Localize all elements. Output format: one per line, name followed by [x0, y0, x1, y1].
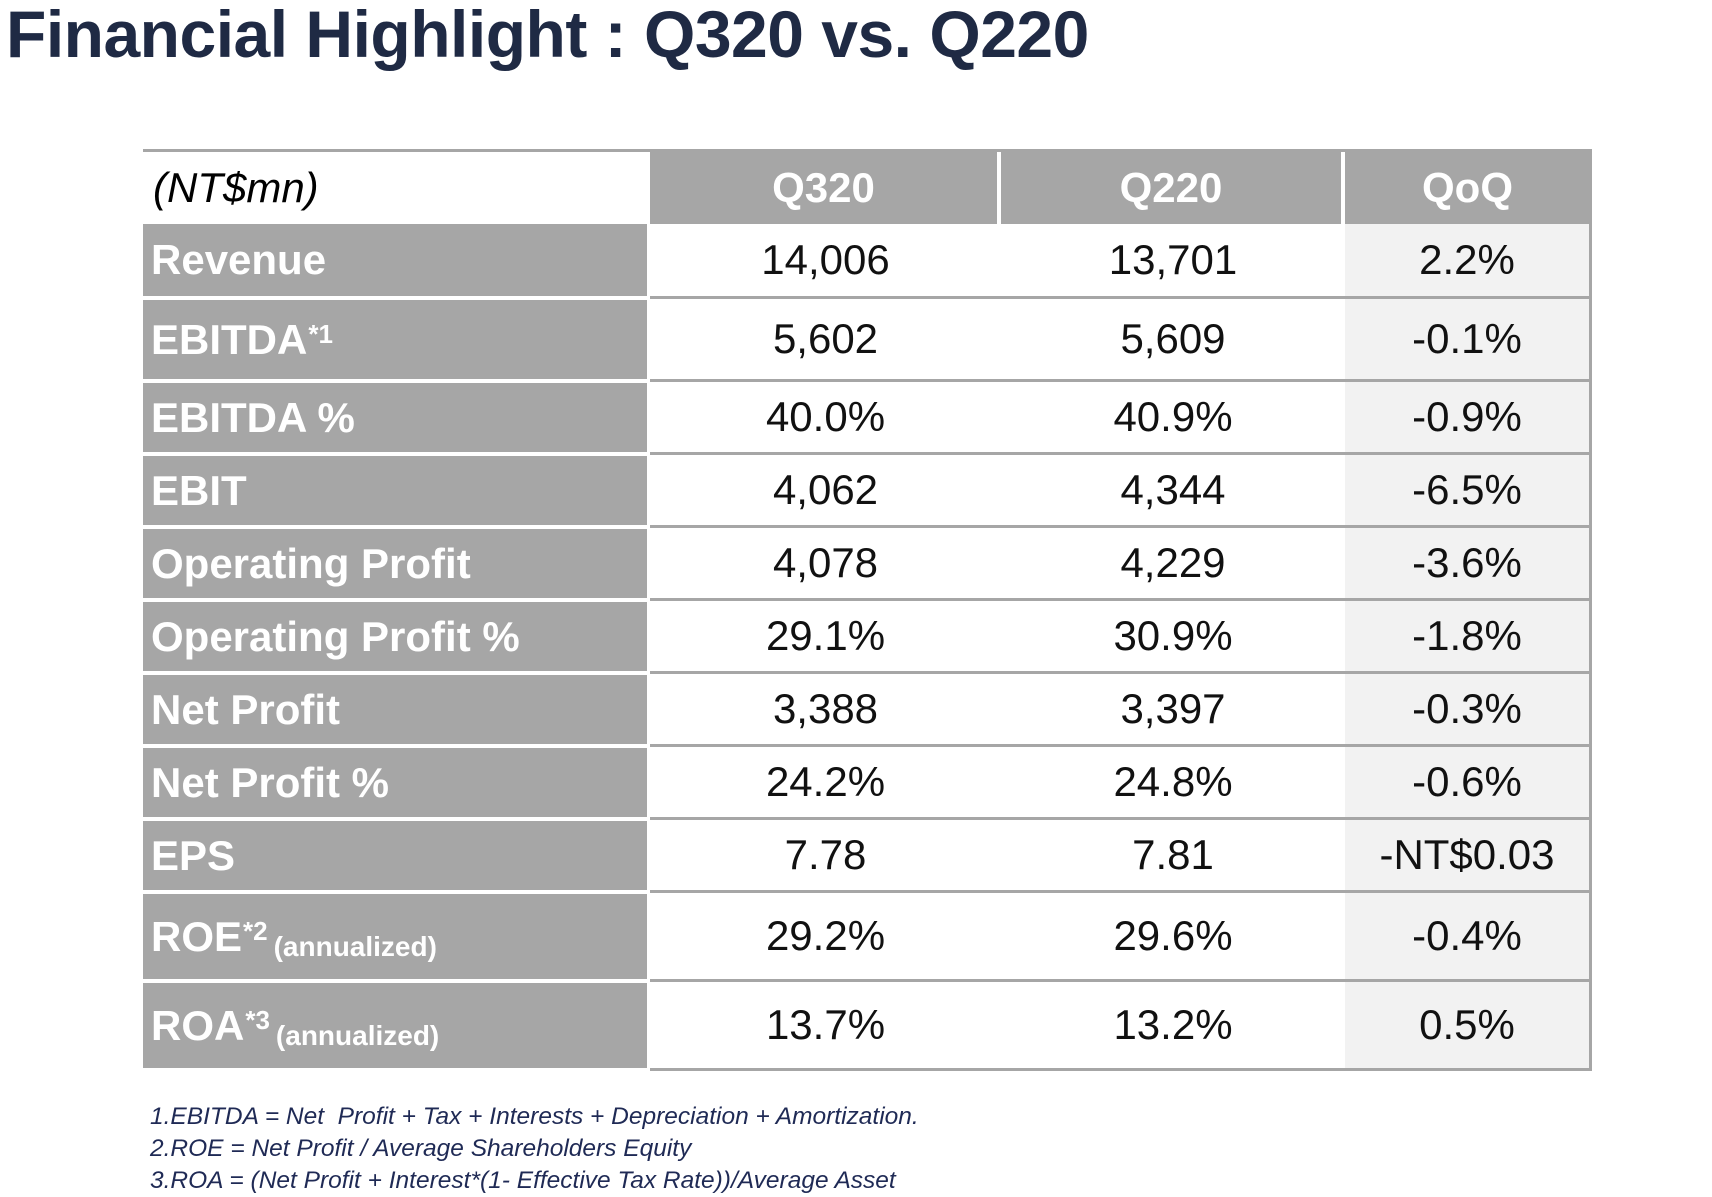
cell-qoq: -1.8% — [1345, 598, 1592, 671]
row-annotation: (annualized) — [275, 1019, 440, 1051]
table-bottom-rule — [650, 1068, 1592, 1071]
row-label: ROE *2 (annualized) — [143, 894, 647, 979]
row-label-text: EBITDA — [151, 315, 308, 363]
cell-q220: 4,344 — [1001, 452, 1345, 525]
cell-q320: 29.2% — [650, 890, 1001, 979]
table-row: ROE *2 (annualized) 29.2% 29.6% -0.4% — [143, 890, 1592, 979]
cell-q320: 14,006 — [650, 224, 1001, 296]
footnote-marker: *3 — [245, 1004, 270, 1035]
row-label-text: ROE — [151, 912, 243, 960]
cell-q320: 24.2% — [650, 744, 1001, 817]
cell-q220: 5,609 — [1001, 296, 1345, 379]
column-header-q320: Q320 — [650, 152, 1001, 224]
row-label-text: Revenue — [151, 236, 327, 283]
table-row: Operating Profit 4,078 4,229 -3.6% — [143, 525, 1592, 598]
row-label-text: EBIT — [151, 466, 247, 514]
cell-q220: 7.81 — [1001, 817, 1345, 890]
unit-label: (NT$mn) — [143, 152, 647, 224]
table-row: EBITDA *1 5,602 5,609 -0.1% — [143, 296, 1592, 379]
footnotes: 1.EBITDA = Net Profit + Tax + Interests … — [150, 1101, 919, 1197]
column-header-q220: Q220 — [1001, 152, 1345, 224]
cell-qoq: -0.9% — [1345, 379, 1592, 452]
row-label-text: Operating Profit % — [151, 612, 520, 660]
cell-q320: 5,602 — [650, 296, 1001, 379]
cell-qoq: -NT$0.03 — [1345, 817, 1592, 890]
cell-q220: 3,397 — [1001, 671, 1345, 744]
cell-q320: 13.7% — [650, 979, 1001, 1068]
cell-q320: 3,388 — [650, 671, 1001, 744]
row-label: Operating Profit — [143, 529, 647, 598]
row-label: ROA *3 (annualized) — [143, 983, 647, 1068]
footnote-ebitda: 1.EBITDA = Net Profit + Tax + Interests … — [150, 1103, 919, 1130]
cell-q320: 7.78 — [650, 817, 1001, 890]
row-label: EPS — [143, 821, 647, 890]
table-row: Net Profit 3,388 3,397 -0.3% — [143, 671, 1592, 744]
cell-q220: 4,229 — [1001, 525, 1345, 598]
row-label: EBIT — [143, 456, 647, 525]
row-label: Net Profit % — [143, 748, 647, 817]
table-row: ROA *3 (annualized) 13.7% 13.2% 0.5% — [143, 979, 1592, 1068]
cell-qoq: -0.1% — [1345, 296, 1592, 379]
cell-q220: 30.9% — [1001, 598, 1345, 671]
table-row: Net Profit % 24.2% 24.8% -0.6% — [143, 744, 1592, 817]
row-label: Revenue — [143, 224, 647, 296]
footnote-marker: *2 — [243, 915, 268, 946]
row-label: EBITDA % — [143, 383, 647, 452]
cell-q220: 29.6% — [1001, 890, 1345, 979]
row-label: EBITDA *1 — [143, 300, 647, 379]
row-annotation: (annualized) — [273, 930, 437, 962]
cell-q220: 24.8% — [1001, 744, 1345, 817]
row-label: Net Profit — [143, 675, 647, 744]
footnote-roe: 2.ROE = Net Profit / Average Shareholder… — [150, 1135, 692, 1162]
cell-q320: 29.1% — [650, 598, 1001, 671]
table-header-row: (NT$mn) Q320 Q220 QoQ — [143, 152, 1592, 224]
column-header-qoq: QoQ — [1345, 152, 1592, 224]
cell-qoq: -0.3% — [1345, 671, 1592, 744]
cell-qoq: 0.5% — [1345, 979, 1592, 1068]
table-row: Revenue 14,006 13,701 2.2% — [143, 224, 1592, 296]
footnote-roa: 3.ROA = (Net Profit + Interest*(1- Effec… — [150, 1167, 896, 1194]
cell-q220: 13.2% — [1001, 979, 1345, 1068]
table-row: EPS 7.78 7.81 -NT$0.03 — [143, 817, 1592, 890]
table-row: Operating Profit % 29.1% 30.9% -1.8% — [143, 598, 1592, 671]
cell-qoq: -0.4% — [1345, 890, 1592, 979]
cell-qoq: 2.2% — [1345, 224, 1592, 296]
cell-q220: 40.9% — [1001, 379, 1345, 452]
cell-qoq: -6.5% — [1345, 452, 1592, 525]
cell-q320: 40.0% — [650, 379, 1001, 452]
row-label-text: EPS — [151, 831, 236, 879]
cell-q320: 4,078 — [650, 525, 1001, 598]
cell-q320: 4,062 — [650, 452, 1001, 525]
row-label: Operating Profit % — [143, 602, 647, 671]
row-label-text: Operating Profit — [151, 539, 471, 587]
row-label-text: Net Profit — [151, 685, 340, 733]
row-label-text: Net Profit % — [151, 758, 390, 806]
cell-qoq: -0.6% — [1345, 744, 1592, 817]
row-label-text: ROA — [151, 1001, 245, 1049]
table-row: EBITDA % 40.0% 40.9% -0.9% — [143, 379, 1592, 452]
page-title: Financial Highlight : Q320 vs. Q220 — [6, 0, 1089, 71]
table-row: EBIT 4,062 4,344 -6.5% — [143, 452, 1592, 525]
row-label-text: EBITDA % — [151, 393, 355, 441]
footnote-marker: *1 — [308, 318, 333, 349]
table-top-rule — [143, 149, 1592, 152]
cell-q220: 13,701 — [1001, 224, 1345, 296]
cell-qoq: -3.6% — [1345, 525, 1592, 598]
